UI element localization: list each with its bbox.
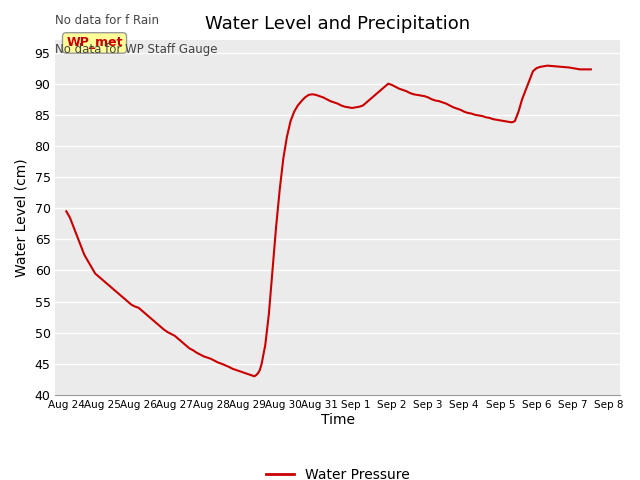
Text: No data for f Rain: No data for f Rain — [56, 14, 159, 27]
X-axis label: Time: Time — [321, 413, 355, 427]
Legend: Water Pressure: Water Pressure — [260, 462, 415, 480]
Text: WP_met: WP_met — [67, 36, 123, 49]
Text: No data for WP Staff Gauge: No data for WP Staff Gauge — [56, 43, 218, 56]
Y-axis label: Water Level (cm): Water Level (cm) — [15, 158, 29, 277]
Title: Water Level and Precipitation: Water Level and Precipitation — [205, 15, 470, 33]
